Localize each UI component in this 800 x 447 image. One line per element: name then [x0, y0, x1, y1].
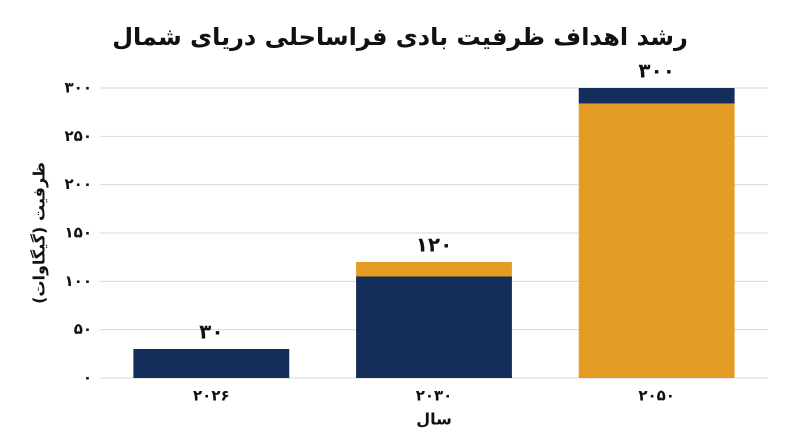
x-tick-label: ۲۰۳۰ — [416, 387, 453, 405]
bar-segment — [356, 262, 512, 277]
x-axis-label: سال — [416, 410, 452, 429]
total-label: ۳۰۰ — [638, 59, 675, 83]
y-tick-label: ۲۵۰ — [65, 127, 92, 145]
bar-segment — [356, 276, 512, 378]
y-tick-label: ۱۰۰ — [65, 272, 92, 290]
bar-segment — [578, 103, 735, 378]
x-tick-label: ۲۰۲۶ — [193, 387, 230, 405]
chart-title: رشد اهداف ظرفیت بادی فراساحلی دریای شمال — [112, 23, 688, 51]
y-axis-label: ظرفیت (گیگاوات) — [30, 162, 49, 304]
y-tick-label: ۲۰۰ — [65, 175, 92, 193]
total-label: ۱۲۰ — [416, 233, 453, 257]
bar-segment — [133, 349, 290, 378]
y-tick-label: ۳۰۰ — [65, 79, 92, 97]
y-tick-label: ۱۵۰ — [65, 224, 92, 242]
bar-segment — [578, 88, 735, 104]
y-tick-label: ۰ — [83, 369, 92, 387]
x-tick-label: ۲۰۵۰ — [638, 387, 675, 405]
total-label: ۳۰ — [199, 320, 223, 344]
y-tick-label: ۵۰ — [74, 320, 92, 338]
